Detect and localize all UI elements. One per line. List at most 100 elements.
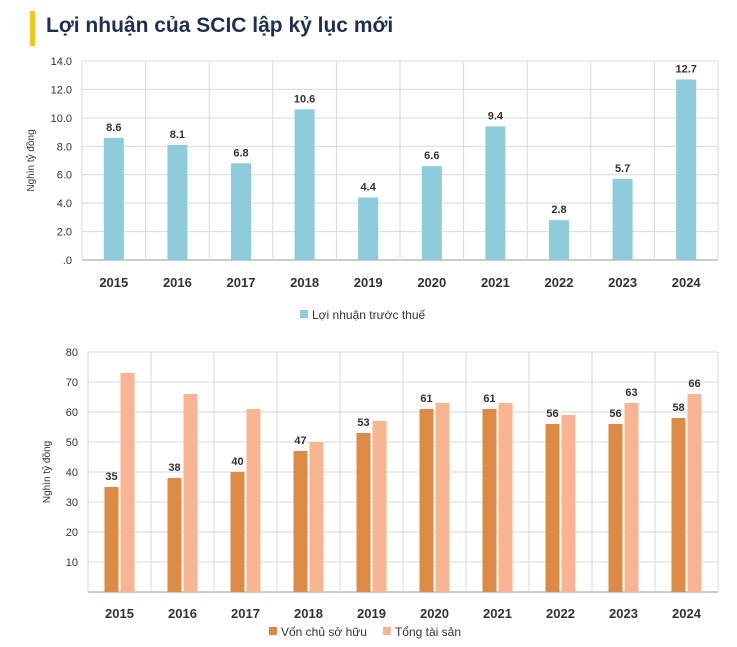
legend-entry: Lợi nhuận trước thuế xyxy=(312,308,425,322)
data-label: 8.6 xyxy=(106,122,121,134)
y-axis-label: Nghìn tỷ đồng xyxy=(41,441,53,503)
legend-swatch xyxy=(382,627,391,635)
y-tick-label: 8.0 xyxy=(57,141,72,153)
x-tick-label: 2020 xyxy=(420,606,449,621)
y-tick-label: 12.0 xyxy=(51,84,72,96)
x-tick-label: 2018 xyxy=(294,606,323,621)
y-tick-label: 10.0 xyxy=(51,113,72,125)
y-tick-label: 4.0 xyxy=(57,198,72,210)
data-label: 58 xyxy=(672,402,684,414)
x-tick-label: 2020 xyxy=(417,275,446,290)
bar xyxy=(545,424,560,592)
y-tick-label: 20 xyxy=(66,527,78,539)
y-tick-label: 80 xyxy=(66,347,78,359)
bar xyxy=(561,415,576,592)
y-tick-label: 40 xyxy=(66,467,78,479)
y-tick-label: 50 xyxy=(66,437,78,449)
x-tick-label: 2015 xyxy=(99,275,128,290)
bar xyxy=(687,394,702,592)
bar xyxy=(549,220,569,260)
legend-entry: Vốn chủ sở hữu xyxy=(281,625,367,639)
data-label: 6.8 xyxy=(233,147,248,159)
data-label: 61 xyxy=(483,393,495,405)
bar xyxy=(612,178,633,260)
y-tick-label: 60 xyxy=(66,407,78,419)
x-tick-label: 2022 xyxy=(546,606,575,621)
y-tick-label: 70 xyxy=(66,377,78,389)
x-tick-label: 2017 xyxy=(227,275,256,290)
bar xyxy=(183,394,198,592)
bar xyxy=(120,373,135,592)
y-axis-label: Nghìn tỷ đồng xyxy=(25,129,37,191)
y-tick-label: .0 xyxy=(63,255,72,267)
bar xyxy=(482,409,497,592)
data-label: 2.8 xyxy=(551,204,566,216)
data-label: 66 xyxy=(688,378,700,390)
data-label: 4.4 xyxy=(361,181,377,193)
x-tick-label: 2024 xyxy=(672,606,702,621)
legend-swatch xyxy=(269,627,277,635)
data-label: 5.7 xyxy=(615,163,630,175)
bar xyxy=(309,442,324,592)
x-tick-label: 2016 xyxy=(168,606,197,621)
x-tick-label: 2019 xyxy=(354,275,383,290)
data-label: 61 xyxy=(420,393,432,405)
y-tick-label: 10 xyxy=(66,557,78,569)
y-tick-label: 30 xyxy=(66,497,78,509)
x-tick-label: 2021 xyxy=(483,606,512,621)
data-label: 8.1 xyxy=(170,129,185,141)
x-tick-label: 2015 xyxy=(105,606,134,621)
bar xyxy=(485,126,506,260)
data-label: 38 xyxy=(168,462,180,474)
bar xyxy=(358,197,379,260)
x-tick-label: 2022 xyxy=(545,275,574,290)
bar xyxy=(167,144,188,260)
data-label: 63 xyxy=(625,387,637,399)
data-label: 47 xyxy=(294,435,306,447)
x-tick-label: 2019 xyxy=(357,606,386,621)
legend-swatch xyxy=(300,310,308,318)
legend-entry: Tổng tài sản xyxy=(395,625,461,639)
x-tick-label: 2017 xyxy=(231,606,260,621)
x-tick-label: 2021 xyxy=(481,275,510,290)
x-tick-label: 2023 xyxy=(608,275,637,290)
bar xyxy=(103,137,124,260)
x-tick-label: 2018 xyxy=(290,275,319,290)
bar xyxy=(419,409,434,592)
bar xyxy=(294,109,315,260)
title-accent-bar xyxy=(30,11,35,46)
x-tick-label: 2024 xyxy=(672,275,702,290)
y-tick-label: 6.0 xyxy=(57,170,72,182)
bar xyxy=(421,166,442,260)
bar xyxy=(230,472,245,592)
data-label: 6.6 xyxy=(424,150,439,162)
bar xyxy=(293,451,308,592)
bar xyxy=(498,403,513,592)
bar xyxy=(676,79,697,260)
data-label: 9.4 xyxy=(488,110,504,122)
data-label: 53 xyxy=(357,417,369,429)
bar xyxy=(104,487,119,592)
x-tick-label: 2016 xyxy=(163,275,192,290)
bar xyxy=(624,403,639,592)
y-tick-label: 14.0 xyxy=(51,56,72,68)
data-label: 40 xyxy=(231,456,243,468)
data-label: 10.6 xyxy=(294,93,315,105)
data-label: 12.7 xyxy=(675,63,696,75)
bar xyxy=(608,424,623,592)
bar xyxy=(167,478,182,592)
bar xyxy=(435,403,450,592)
bar xyxy=(356,433,371,592)
y-tick-label: 2.0 xyxy=(57,227,72,239)
data-label: 56 xyxy=(546,408,558,420)
data-label: 56 xyxy=(609,408,621,420)
page-title: Lợi nhuận của SCIC lập kỷ lục mới xyxy=(46,14,394,37)
bar xyxy=(372,421,387,592)
bar xyxy=(671,418,686,592)
data-label: 35 xyxy=(105,471,117,483)
bar xyxy=(231,163,251,260)
bar xyxy=(246,409,261,592)
x-tick-label: 2023 xyxy=(609,606,638,621)
